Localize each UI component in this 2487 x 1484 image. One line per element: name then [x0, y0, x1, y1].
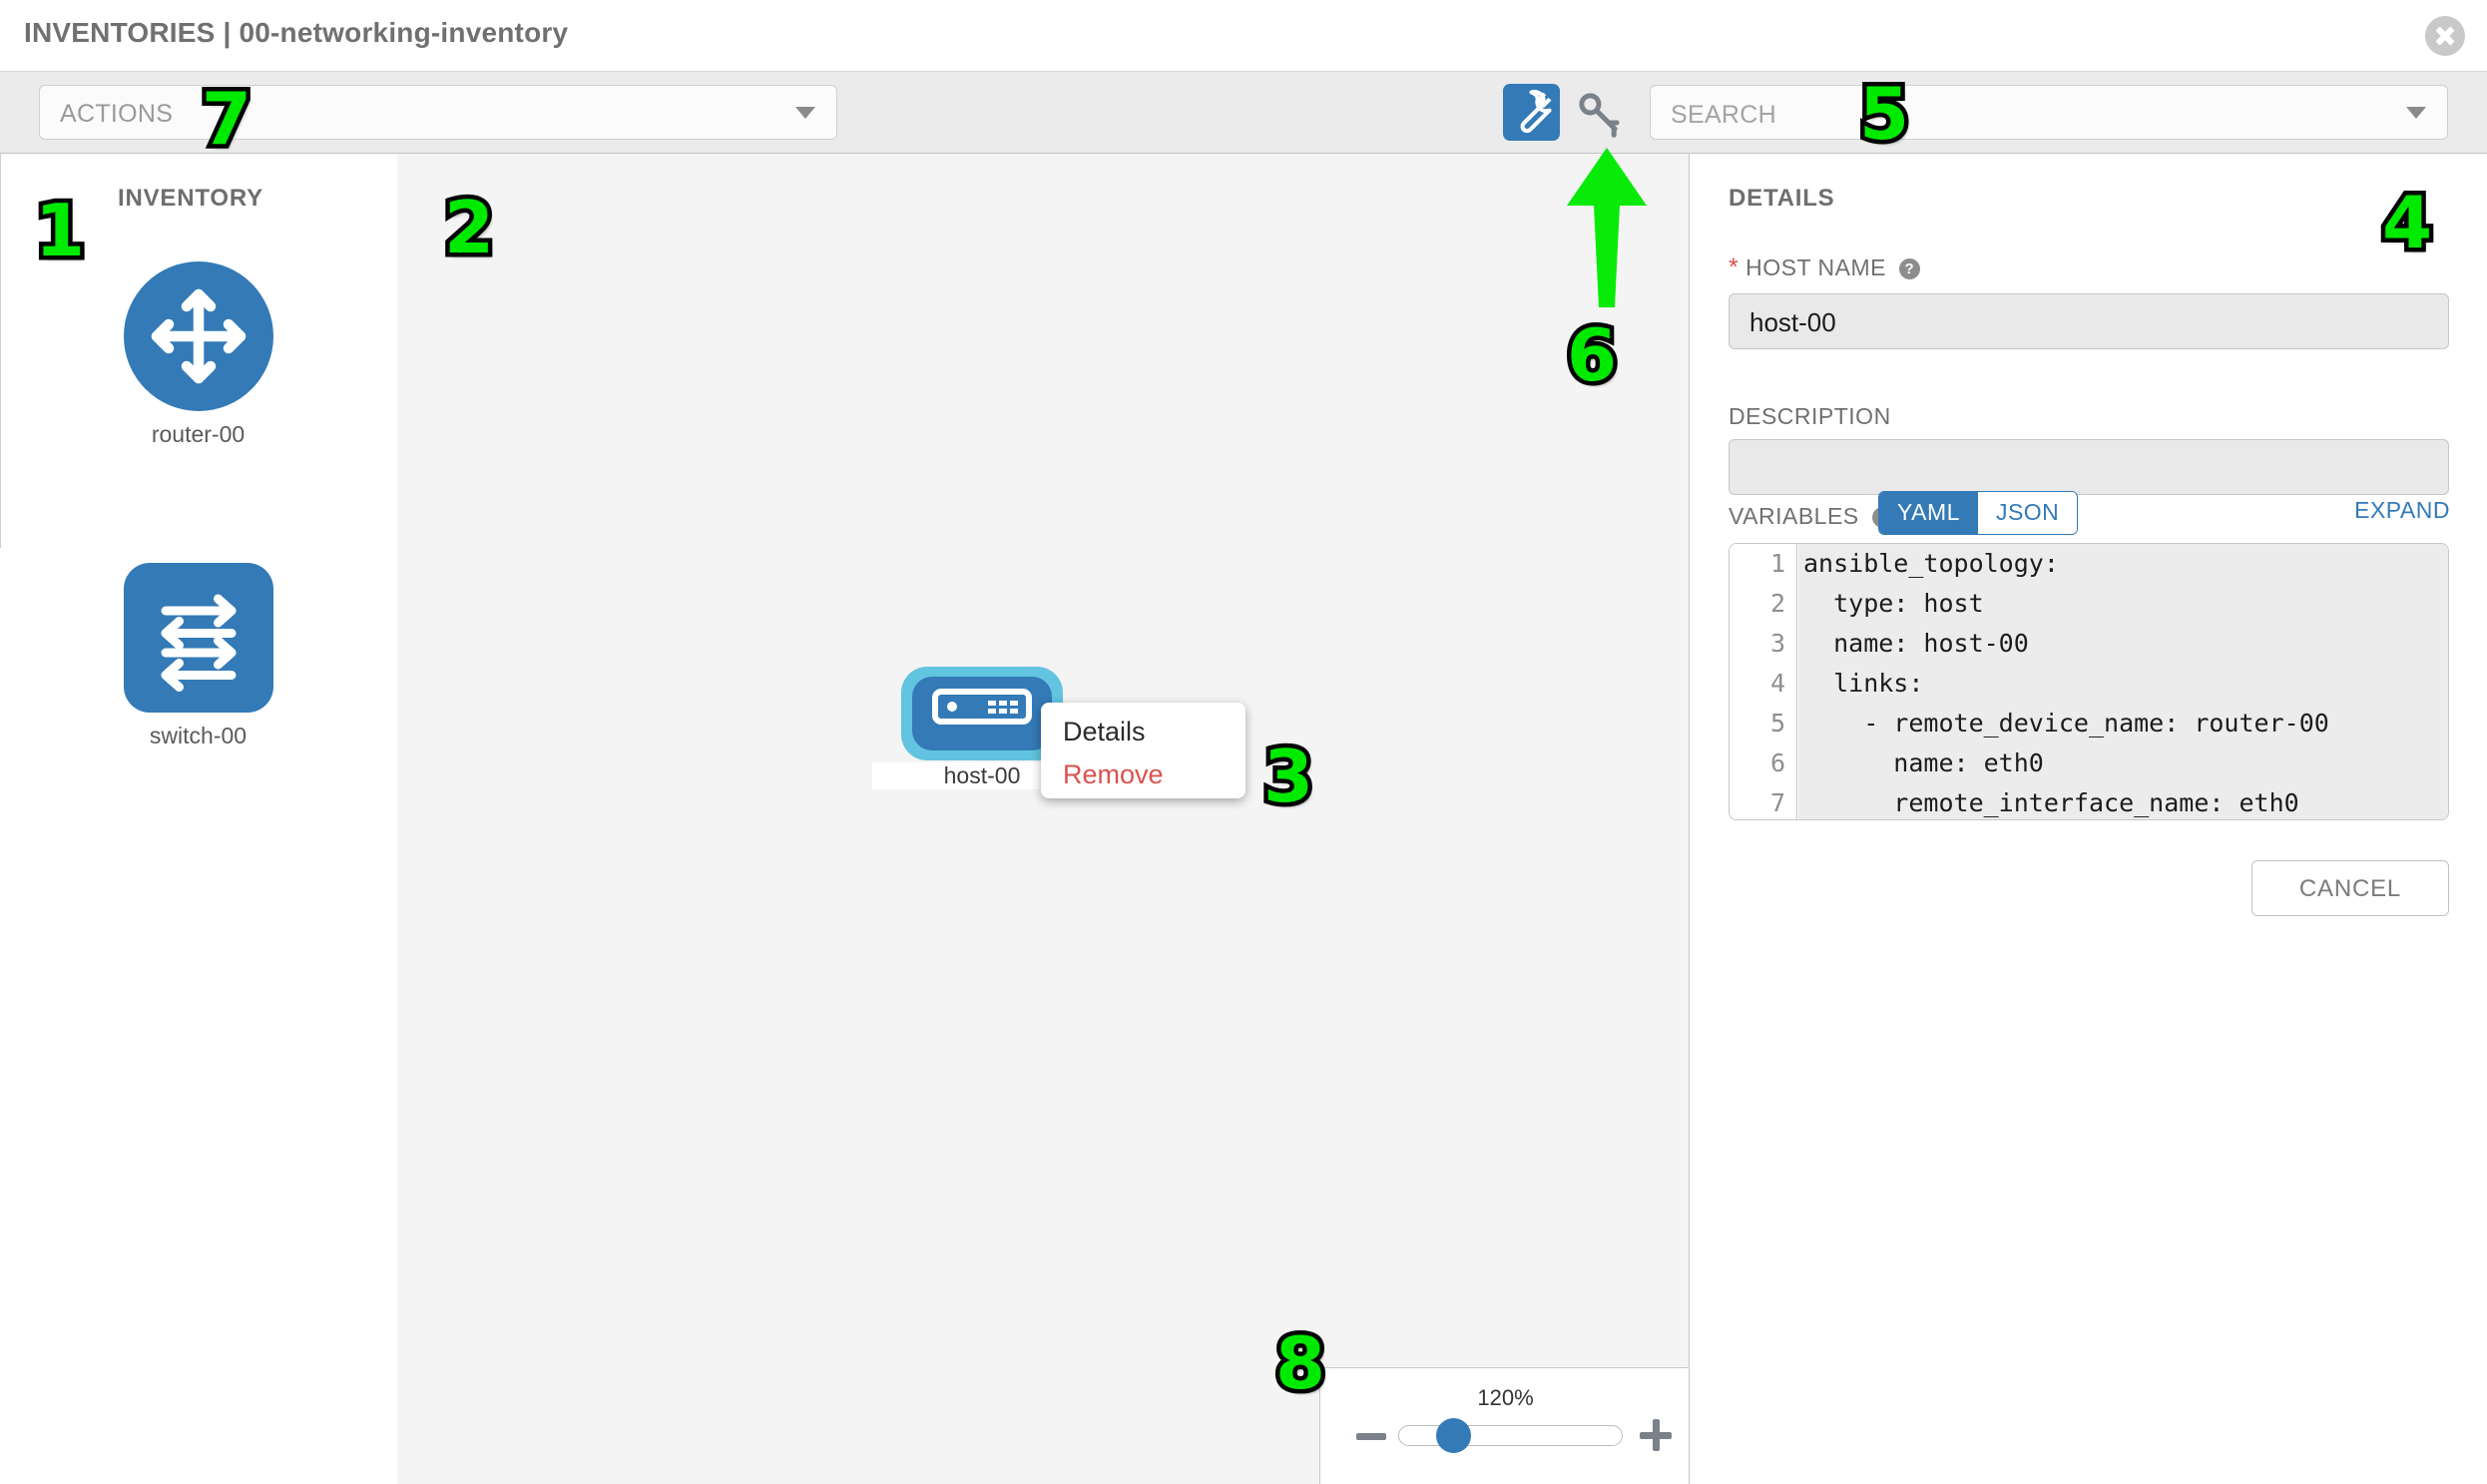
zoom-level-value: 120%	[1477, 1385, 1534, 1410]
window-titlebar: INVENTORIES | 00-networking-inventory	[0, 0, 2487, 72]
cancel-button[interactable]: CANCEL	[2251, 860, 2449, 916]
sidebar-item-switch-00[interactable]: switch-00	[0, 563, 396, 749]
zoom-in-button[interactable]	[1640, 1419, 1672, 1451]
description-label: DESCRIPTION	[1729, 403, 1891, 429]
required-asterisk: *	[1729, 253, 1740, 281]
sidebar-item-router-00[interactable]: router-00	[0, 261, 396, 448]
host-name-value: host-00	[1749, 307, 1836, 337]
host-name-label-text: HOST NAME	[1745, 254, 1886, 280]
code-line: name: eth0	[1803, 748, 2044, 777]
code-line: ansible_topology:	[1803, 549, 2059, 578]
code-line: - remote_device_name: router-00	[1803, 709, 2329, 738]
sidebar-divider	[0, 154, 1, 548]
toolbar: ACTIONS SEARCH	[0, 72, 2487, 154]
wrench-icon[interactable]	[1503, 84, 1560, 141]
actions-dropdown[interactable]: ACTIONS	[39, 85, 837, 140]
switch-icon	[123, 563, 273, 713]
chevron-down-icon[interactable]	[2406, 106, 2426, 119]
chevron-down-icon	[795, 106, 815, 119]
actions-dropdown-label: ACTIONS	[60, 100, 174, 128]
sidebar-item-label: router-00	[151, 421, 246, 447]
description-field[interactable]	[1729, 439, 2449, 495]
code-line: name: host-00	[1803, 629, 2029, 658]
host-server-icon	[932, 689, 1032, 725]
inventory-heading: INVENTORY	[118, 185, 263, 212]
host-name-field[interactable]: host-00	[1729, 293, 2449, 349]
editor-code-area[interactable]: ansible_topology: type: host name: host-…	[1798, 544, 2448, 819]
editor-line-numbers: 1 2 3 4 5 6 7	[1730, 544, 1797, 819]
zoom-slider-track[interactable]	[1398, 1425, 1623, 1446]
router-icon	[123, 261, 273, 411]
variables-label-text: VARIABLES	[1729, 503, 1859, 529]
expand-link[interactable]: EXPAND	[2354, 497, 2450, 523]
line-number: 1	[1769, 549, 1785, 578]
zoom-out-button[interactable]	[1356, 1433, 1386, 1440]
host-name-label: * HOST NAME ?	[1729, 253, 1920, 282]
line-number: 6	[1769, 748, 1785, 777]
context-menu-item-details[interactable]: Details	[1063, 717, 1146, 746]
topology-node-host-00[interactable]	[901, 667, 1063, 760]
inventory-sidebar: INVENTORY router-00	[0, 154, 396, 1484]
server-vents	[988, 701, 1018, 714]
server-led	[947, 702, 957, 712]
search-placeholder: SEARCH	[1671, 101, 1776, 129]
key-icon[interactable]	[1570, 84, 1627, 141]
code-line: type: host	[1803, 589, 1984, 618]
sidebar-item-label: switch-00	[149, 723, 248, 748]
line-number: 4	[1769, 669, 1785, 698]
context-menu-item-remove[interactable]: Remove	[1063, 759, 1164, 789]
help-icon[interactable]: ?	[1898, 258, 1920, 280]
node-context-menu: Details Remove	[1041, 703, 1245, 798]
close-icon[interactable]	[2425, 16, 2465, 56]
variables-code-editor[interactable]: 1 2 3 4 5 6 7 ansible_topology: type: ho…	[1729, 543, 2449, 820]
tab-yaml[interactable]: YAML	[1879, 492, 1978, 534]
variables-format-toggle: YAML JSON	[1878, 491, 2079, 535]
variables-label: VARIABLES ?	[1729, 503, 1893, 530]
cancel-button-label: CANCEL	[2298, 875, 2402, 902]
page-title: INVENTORIES | 00-networking-inventory	[24, 17, 569, 48]
line-number: 7	[1769, 788, 1785, 817]
search-input[interactable]: SEARCH	[1650, 85, 2448, 140]
line-number: 3	[1769, 629, 1785, 658]
zoom-control-panel: 120%	[1319, 1367, 1689, 1484]
topology-canvas[interactable]: host-00 Details Remove 120%	[397, 154, 1690, 1484]
code-line: remote_interface_name: eth0	[1803, 788, 2299, 817]
code-line: links:	[1803, 669, 1924, 698]
details-heading: DETAILS	[1729, 185, 1835, 212]
line-number: 2	[1769, 589, 1785, 618]
tab-json[interactable]: JSON	[1977, 492, 2078, 534]
details-panel: DETAILS * HOST NAME ? host-00 DESCRIPTIO…	[1691, 154, 2487, 1484]
zoom-slider-thumb[interactable]	[1436, 1418, 1471, 1453]
plus-icon-vertical	[1653, 1419, 1660, 1451]
line-number: 5	[1769, 709, 1785, 738]
